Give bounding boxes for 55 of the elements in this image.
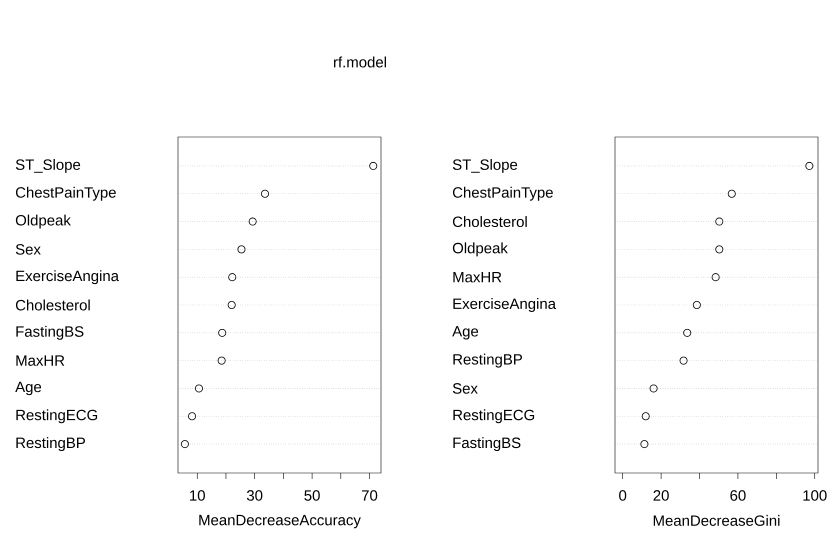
- y-tick-label: ExerciseAngina: [16, 270, 119, 284]
- point: [642, 412, 650, 420]
- y-tick-label: Age: [15, 382, 42, 396]
- point: [180, 440, 189, 448]
- point: [188, 412, 196, 420]
- y-tick-label: RestingECG: [16, 409, 98, 424]
- x-axis-title: MeanDecreaseGini: [654, 514, 780, 526]
- chart-title: rf.model: [334, 56, 386, 68]
- y-tick-label: ExerciseAngina: [453, 298, 556, 312]
- x-tick-label: 0: [619, 490, 626, 501]
- y-tick-label: Oldpeak: [16, 214, 71, 229]
- point: [640, 440, 648, 448]
- y-tick-label: ST_Slope: [16, 158, 80, 173]
- point: [715, 218, 724, 226]
- y-tick-label: ChestPainType: [452, 186, 553, 201]
- point: [237, 245, 246, 254]
- point: [728, 190, 736, 198]
- x-tick-label: 100: [803, 490, 827, 501]
- point: [683, 328, 692, 337]
- point: [680, 356, 688, 365]
- point: [228, 273, 236, 282]
- x-tick-label: 10: [190, 490, 205, 501]
- point: [715, 245, 724, 254]
- point: [194, 384, 203, 392]
- y-tick-label: Age: [452, 326, 478, 340]
- x-axis-title: MeanDecreaseAccuracy: [199, 514, 361, 528]
- point: [712, 273, 720, 282]
- point: [650, 384, 658, 392]
- point: [218, 356, 226, 365]
- y-tick-label: MaxHR: [453, 272, 502, 282]
- point: [228, 301, 236, 309]
- y-tick-label: ChestPainType: [16, 186, 116, 201]
- point: [369, 162, 378, 170]
- y-tick-label: RestingBP: [453, 354, 522, 368]
- y-tick-label: RestingBP: [16, 437, 85, 452]
- y-tick-label: ST_Slope: [452, 158, 518, 173]
- point: [261, 190, 269, 198]
- x-tick-label: 50: [304, 490, 320, 501]
- x-tick-label: 30: [246, 490, 262, 501]
- y-tick-label: Oldpeak: [452, 242, 508, 256]
- y-tick-label: RestingECG: [453, 409, 534, 424]
- y-tick-label: Cholesterol: [452, 216, 527, 228]
- point: [805, 162, 814, 170]
- point: [218, 328, 226, 337]
- y-tick-label: Cholesterol: [16, 300, 90, 310]
- y-tick-label: Sex: [16, 244, 41, 255]
- x-tick-label: 20: [654, 490, 669, 501]
- y-tick-label: FastingBS: [453, 437, 520, 452]
- y-tick-label: MaxHR: [16, 355, 64, 366]
- x-tick-label: 70: [362, 490, 378, 501]
- x-tick-label: 60: [730, 490, 746, 501]
- point: [248, 218, 257, 226]
- y-tick-label: Sex: [452, 383, 478, 394]
- point: [692, 301, 701, 309]
- y-tick-label: FastingBS: [16, 326, 84, 340]
